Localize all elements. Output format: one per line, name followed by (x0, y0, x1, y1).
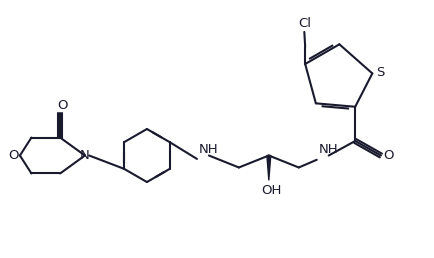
Text: NH: NH (199, 143, 218, 156)
Text: Cl: Cl (297, 17, 310, 30)
Text: OH: OH (260, 184, 281, 197)
Text: S: S (375, 66, 383, 79)
Text: O: O (57, 99, 67, 112)
Polygon shape (266, 156, 270, 180)
Text: O: O (382, 149, 393, 162)
Text: N: N (80, 149, 89, 162)
Text: NH: NH (318, 143, 338, 156)
Text: O: O (8, 149, 18, 162)
